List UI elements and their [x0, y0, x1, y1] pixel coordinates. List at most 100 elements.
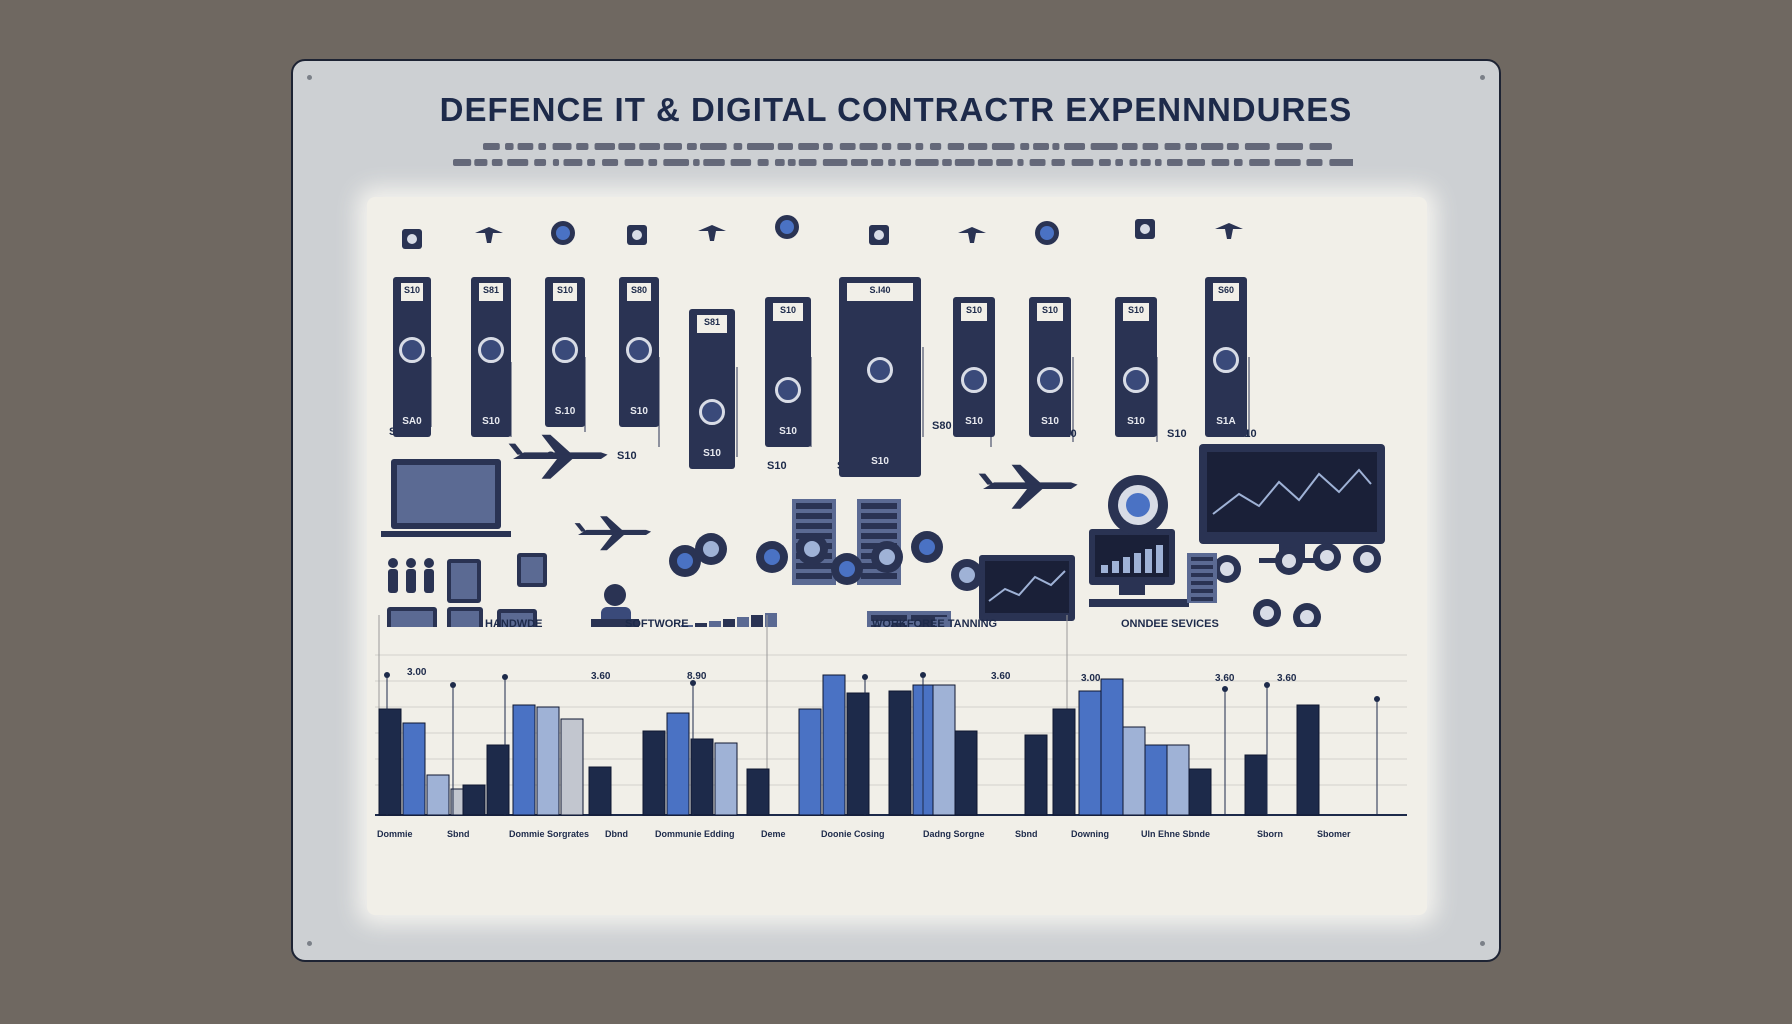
badge-icon — [552, 337, 578, 363]
card-label: S80 — [630, 285, 647, 295]
bar-value-label: 3.00 — [1081, 673, 1101, 684]
emblem-icon — [551, 221, 575, 245]
dial-icon — [1275, 547, 1303, 575]
badge-icon — [775, 377, 801, 403]
card-value: S10 — [1127, 416, 1145, 427]
bar — [512, 704, 536, 816]
category-label: Dommunie Edding — [655, 829, 735, 839]
card-label: S10 — [1127, 305, 1144, 315]
bar — [462, 784, 486, 816]
device-icon — [497, 609, 537, 627]
person-icon — [388, 558, 398, 593]
category-label: Dbnd — [605, 829, 628, 839]
gear-icon — [756, 541, 788, 573]
bar — [798, 708, 822, 816]
gear-icon — [871, 541, 903, 573]
device-icon — [447, 607, 483, 627]
gear-icon — [911, 531, 943, 563]
bar — [1188, 768, 1212, 816]
pin-dot — [384, 672, 390, 678]
bar — [1166, 744, 1190, 816]
card-tag — [1213, 283, 1239, 301]
expense-card: S10 S10 — [1115, 297, 1157, 437]
category-label: Downing — [1071, 829, 1109, 839]
monitor-icon — [1199, 444, 1385, 563]
globe-icon — [1126, 493, 1150, 517]
dial-icon — [1313, 543, 1341, 571]
section-label: SOFTWORE — [625, 618, 689, 630]
bar — [1122, 726, 1146, 816]
card-label: S.I40 — [869, 285, 891, 295]
soldier-icon — [591, 584, 639, 627]
pin-dot — [690, 680, 696, 686]
badge-icon — [699, 399, 725, 425]
bar-value-label: 3.60 — [591, 671, 611, 682]
bar — [746, 768, 770, 816]
bar-chart: HANDWDE SOFTWORE WORKFOREE TANNING ONNDEE S… — [375, 615, 1407, 839]
bar — [1100, 678, 1124, 816]
floating-value: S10 — [1167, 428, 1187, 440]
floating-value: S10 — [617, 450, 637, 462]
icon-layer: S10 S10 S10 S10 S10 S10 S80 S10 S10 S10 — [381, 215, 1385, 627]
emblem-icon — [698, 225, 726, 241]
card-value: S1A — [1216, 416, 1236, 427]
device-icon — [447, 559, 481, 603]
expense-card: S10 S10 — [953, 297, 995, 437]
card-label: S10 — [1041, 305, 1058, 315]
laptop-icon — [381, 459, 511, 537]
building-icon — [879, 617, 947, 627]
screw-icon — [307, 941, 312, 946]
emblem-icon — [869, 225, 889, 245]
card-tag — [401, 283, 423, 301]
poster-board: DEFENCE IT & DIGITAL CONTRACTR EXPENNNDU… — [291, 59, 1501, 962]
category-label: Sbnd — [447, 829, 470, 839]
card-value: SA0 — [402, 416, 422, 427]
card-label: S81 — [703, 317, 720, 327]
pin-dot — [1374, 696, 1380, 702]
card-value: S10 — [1041, 416, 1059, 427]
bar — [888, 690, 912, 816]
airplane-icon — [574, 516, 652, 551]
infographic-panel: S10S10S10S10S10S10S80S10S10S10 S10SA0S81… — [367, 197, 1427, 915]
dial-icon — [1253, 599, 1281, 627]
expense-card: S.I40 S10 — [839, 277, 921, 477]
bar-value-label: 3.60 — [1215, 673, 1235, 684]
card-value: S.10 — [554, 406, 576, 417]
bar — [912, 684, 936, 816]
badge-icon — [626, 337, 652, 363]
expense-card: S80 S10 — [619, 277, 659, 427]
emblem-icon — [775, 215, 799, 239]
card-tag — [479, 283, 503, 301]
card-value: S10 — [965, 416, 983, 427]
pin-dot — [862, 674, 868, 680]
pin-dot — [1222, 686, 1228, 692]
card-label: S81 — [482, 285, 499, 295]
category-label: Sbnd — [1015, 829, 1038, 839]
expense-card: S60 S1A — [1205, 277, 1247, 437]
gear-icon — [951, 559, 983, 591]
category-label: Dadng Sorgne — [923, 829, 985, 839]
screw-icon — [1480, 75, 1485, 80]
bar-value-label: 3.00 — [407, 667, 427, 678]
badge-icon — [867, 357, 893, 383]
card-tag — [847, 283, 913, 301]
monitor-icon — [979, 555, 1075, 621]
pin-dot — [920, 672, 926, 678]
section-label: WORKFOREE TANNING — [872, 618, 997, 630]
emblem-icon — [475, 227, 503, 243]
bar — [642, 730, 666, 816]
bar — [714, 742, 738, 816]
badge-icon — [1037, 367, 1063, 393]
badge-icon — [399, 337, 425, 363]
badge-icon — [1213, 347, 1239, 373]
card-label: S60 — [1217, 285, 1234, 295]
person-icon — [424, 558, 434, 593]
card-label: S10 — [965, 305, 982, 315]
document-icon — [1187, 553, 1217, 603]
section-label: ONNDEE SEVICES — [1121, 618, 1219, 630]
card-label: S10 — [556, 285, 573, 295]
floating-value: S80 — [932, 420, 952, 432]
bar-value-label: 3.60 — [991, 671, 1011, 682]
category-label: Deme — [761, 829, 786, 839]
gear-icon — [796, 533, 828, 565]
